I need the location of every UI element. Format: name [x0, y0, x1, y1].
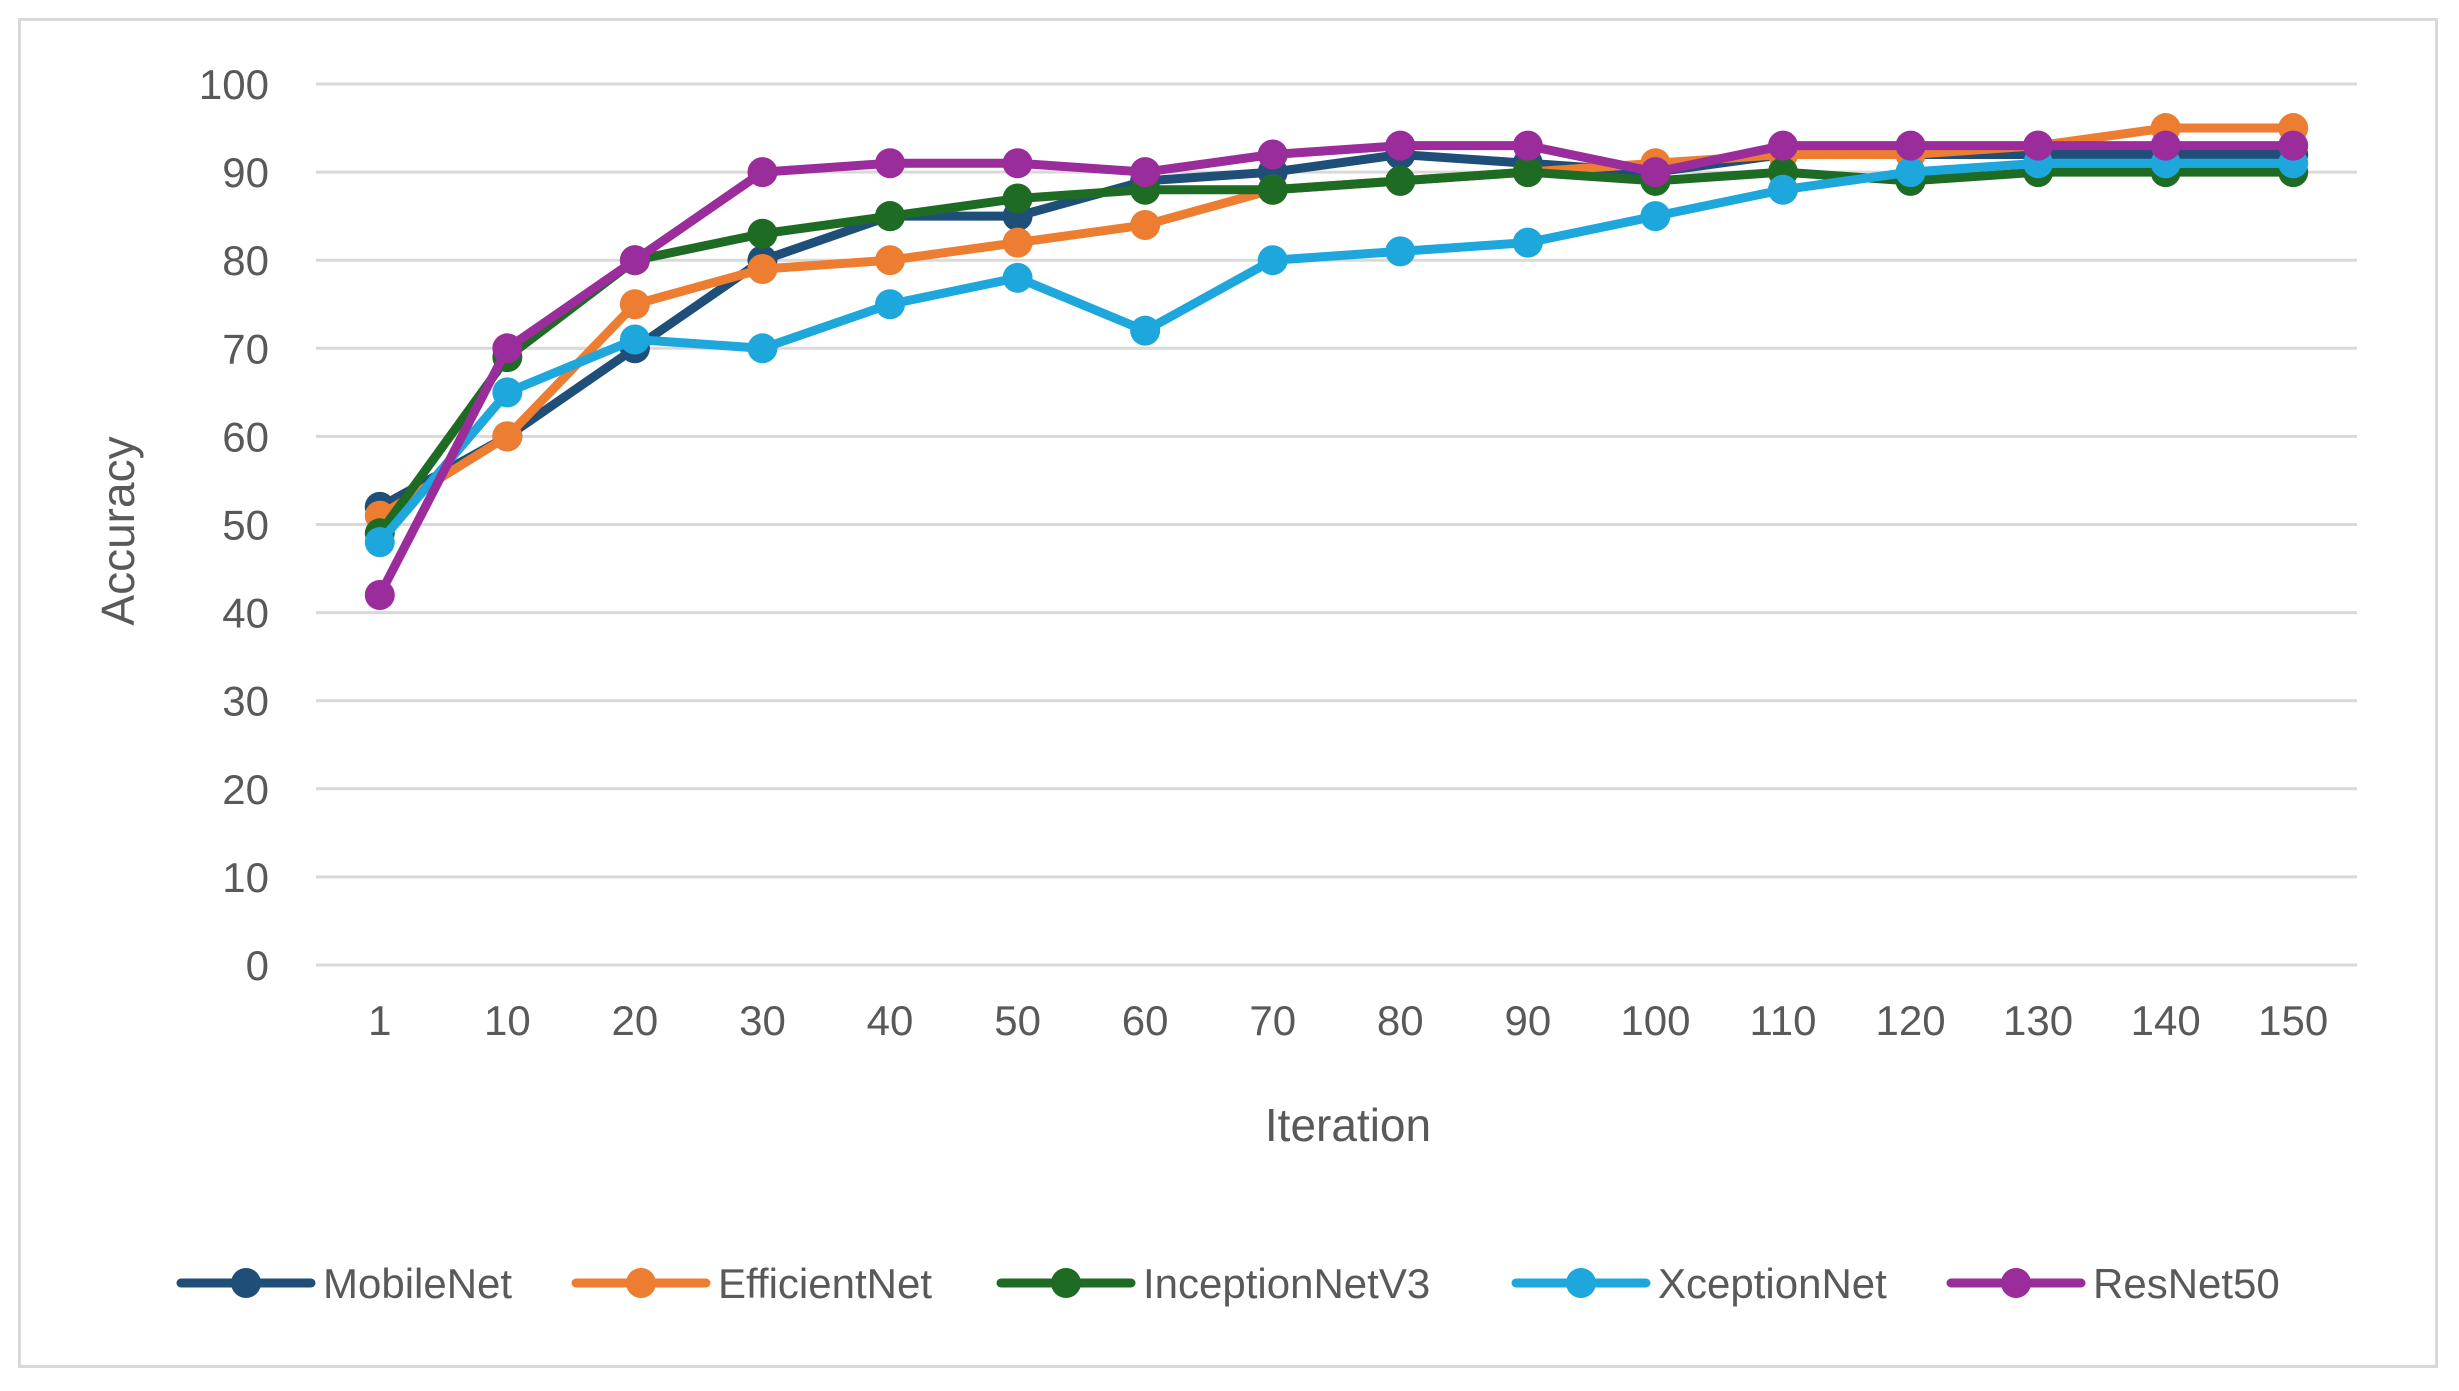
data-point-xceptionnet[interactable] [1895, 157, 1926, 188]
data-point-xceptionnet[interactable] [1130, 315, 1161, 346]
data-point-resnet50[interactable] [364, 579, 395, 610]
data-point-efficientnet[interactable] [1130, 209, 1161, 240]
data-point-xceptionnet[interactable] [364, 527, 395, 558]
x-tick-label: 130 [2003, 997, 2073, 1044]
data-point-resnet50[interactable] [1385, 130, 1416, 161]
x-tick-label: 120 [1875, 997, 1945, 1044]
y-tick-label: 50 [222, 502, 269, 549]
data-point-resnet50[interactable] [875, 148, 906, 179]
series-line-mobilenet [375, 149, 2298, 512]
data-point-xceptionnet[interactable] [1002, 262, 1033, 293]
data-point-inceptionnetv3[interactable] [1002, 183, 1033, 214]
data-point-resnet50[interactable] [1130, 157, 1161, 188]
data-point-inceptionnetv3[interactable] [1257, 174, 1288, 205]
x-tick-label: 20 [612, 997, 659, 1044]
y-axis-title: Accuracy [92, 436, 144, 625]
data-point-inceptionnetv3[interactable] [1385, 165, 1416, 196]
legend-swatch-marker [231, 1268, 261, 1298]
data-point-inceptionnetv3[interactable] [747, 218, 778, 249]
y-tick-label: 0 [246, 942, 269, 989]
x-tick-label: 140 [2131, 997, 2201, 1044]
x-tick-label: 110 [1749, 997, 1816, 1044]
y-tick-label: 20 [222, 766, 269, 813]
x-tick-label: 150 [2258, 997, 2328, 1044]
series-xceptionnet [364, 148, 2309, 558]
data-point-resnet50[interactable] [2278, 130, 2309, 161]
data-point-resnet50[interactable] [1640, 157, 1671, 188]
data-point-resnet50[interactable] [2150, 130, 2181, 161]
data-point-efficientnet[interactable] [747, 254, 778, 285]
data-point-xceptionnet[interactable] [619, 324, 650, 355]
series-resnet50 [364, 130, 2309, 610]
data-point-xceptionnet[interactable] [875, 289, 906, 320]
data-point-xceptionnet[interactable] [1767, 174, 1798, 205]
data-point-inceptionnetv3[interactable] [1512, 157, 1543, 188]
x-axis-title: Iteration [1265, 1099, 1431, 1151]
series-line-xceptionnet [375, 158, 2298, 547]
y-tick-label: 60 [222, 413, 269, 460]
x-tick-label: 1 [368, 997, 391, 1044]
series-mobilenet [364, 139, 2309, 522]
data-point-xceptionnet[interactable] [1512, 227, 1543, 258]
line-chart: Accuracy Iteration 0 10 20 30 40 50 60 70 80 90 10… [92, 61, 2357, 1307]
data-point-efficientnet[interactable] [875, 245, 906, 276]
x-tick-label: 30 [739, 997, 786, 1044]
x-tick-label: 100 [1620, 997, 1690, 1044]
series-line-resnet50 [375, 141, 2298, 600]
data-point-xceptionnet[interactable] [1640, 201, 1671, 232]
y-tick-label: 70 [222, 325, 269, 372]
legend-swatch-marker [1051, 1268, 1081, 1298]
legend-item-inceptionnetv3[interactable]: InceptionNetV3 [996, 1260, 1430, 1307]
data-point-xceptionnet[interactable] [747, 333, 778, 364]
x-tick-label: 60 [1122, 997, 1169, 1044]
series-inceptionnetv3 [364, 157, 2309, 549]
x-tick-label: 70 [1249, 997, 1296, 1044]
x-tick-label: 50 [994, 997, 1041, 1044]
data-point-resnet50[interactable] [1512, 130, 1543, 161]
data-point-xceptionnet[interactable] [1385, 236, 1416, 267]
legend-label: XceptionNet [1658, 1260, 1887, 1307]
data-point-efficientnet[interactable] [1002, 227, 1033, 258]
chart-frame: Accuracy Iteration 0 10 20 30 40 50 60 70 80 90 10… [18, 18, 2438, 1368]
data-point-xceptionnet[interactable] [1257, 245, 1288, 276]
legend-label: ResNet50 [2093, 1260, 2280, 1307]
legend-swatch-marker [2001, 1268, 2031, 1298]
legend-item-efficientnet[interactable]: EfficientNet [571, 1260, 932, 1307]
x-tick-label: 90 [1504, 997, 1551, 1044]
legend-item-xceptionnet[interactable]: XceptionNet [1511, 1260, 1887, 1307]
y-tick-label: 100 [199, 61, 269, 108]
legend-item-mobilenet[interactable]: MobileNet [176, 1260, 512, 1307]
legend-label: InceptionNetV3 [1143, 1260, 1430, 1307]
data-point-resnet50[interactable] [2023, 130, 2054, 161]
data-point-xceptionnet[interactable] [492, 377, 523, 408]
y-tick-label: 10 [222, 854, 269, 901]
y-tick-label: 90 [222, 149, 269, 196]
series-line-inceptionnetv3 [375, 167, 2298, 538]
data-point-resnet50[interactable] [1002, 148, 1033, 179]
legend-swatch-marker [626, 1268, 656, 1298]
legend-label: EfficientNet [718, 1260, 932, 1307]
y-tick-label: 40 [222, 590, 269, 637]
legend-item-resnet50[interactable]: ResNet50 [1946, 1260, 2280, 1307]
legend-label: MobileNet [323, 1260, 512, 1307]
data-point-resnet50[interactable] [1895, 130, 1926, 161]
y-tick-label: 30 [222, 678, 269, 725]
x-tick-label: 40 [867, 997, 914, 1044]
x-tick-label: 10 [484, 997, 531, 1044]
x-tick-label: 80 [1377, 997, 1424, 1044]
legend-swatch-marker [1566, 1268, 1596, 1298]
data-point-resnet50[interactable] [747, 157, 778, 188]
data-point-inceptionnetv3[interactable] [875, 201, 906, 232]
data-point-resnet50[interactable] [492, 333, 523, 364]
data-point-efficientnet[interactable] [492, 421, 523, 452]
data-point-resnet50[interactable] [1257, 139, 1288, 170]
data-point-efficientnet[interactable] [619, 289, 650, 320]
data-point-resnet50[interactable] [619, 245, 650, 276]
y-tick-label: 80 [222, 237, 269, 284]
data-point-resnet50[interactable] [1767, 130, 1798, 161]
